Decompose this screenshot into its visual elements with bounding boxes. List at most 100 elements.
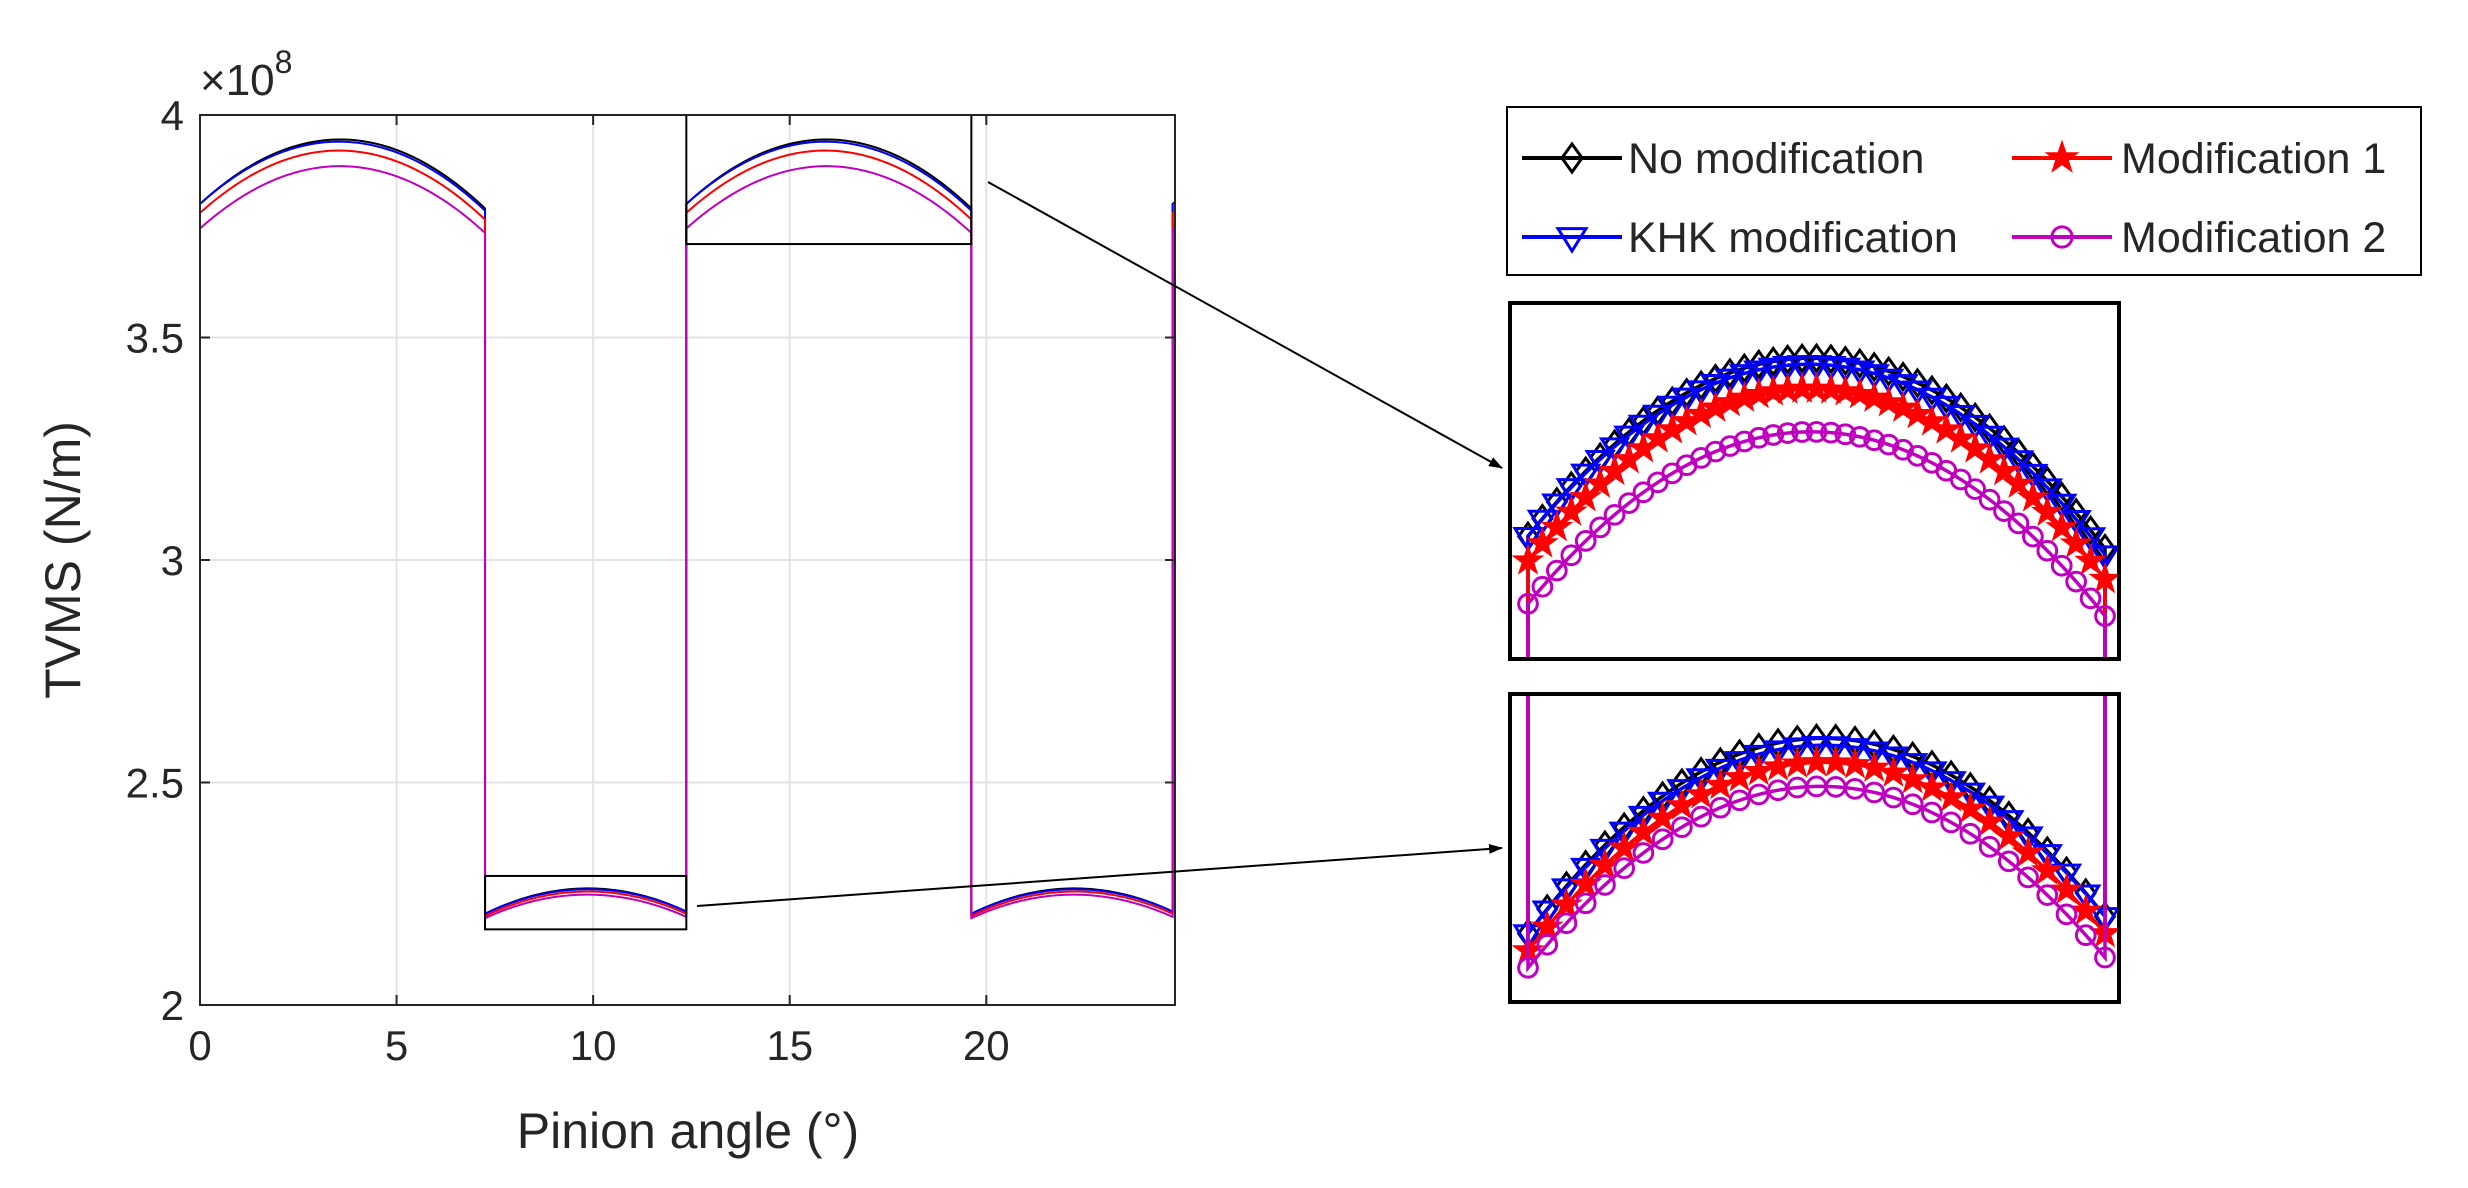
data-point-diamond: [2064, 497, 2088, 529]
data-point-circle: [1545, 559, 1568, 582]
zoom-inset-top: [1508, 301, 2121, 661]
data-point-circle: [1574, 530, 1597, 552]
data-point-circle: [2036, 539, 2059, 562]
data-point-circle: [1978, 488, 2001, 511]
data-point-triangle-down: [1723, 751, 1756, 777]
inset-top-series: [1511, 342, 2119, 659]
data-point-circle: [1733, 430, 1756, 453]
x-tick-label: 5: [385, 1022, 408, 1069]
data-point-triangle-down: [1541, 493, 1573, 519]
inset-bottom-series: [1511, 694, 2119, 979]
main-axes: 0 5 10 15 20 2 2.5 3 3.5 4 ×108 Pinion angle (°)…: [35, 44, 1176, 1159]
data-point-circle: [1632, 842, 1655, 864]
data-point-circle: [1776, 422, 1799, 444]
data-point-triangle-down: [2070, 884, 2102, 910]
data-point-triangle-down: [1858, 741, 1890, 767]
data-point-circle: [1613, 857, 1636, 880]
legend: No modification KHK modification Modificat…: [1506, 106, 2422, 276]
data-point-triangle-down: [1699, 374, 1732, 400]
inset-series-modification-1: [1511, 371, 2119, 659]
data-point-circle: [2055, 903, 2078, 926]
inset-series-modification-2: [1517, 421, 2116, 659]
legend-label: Modification 2: [2121, 214, 2386, 262]
y-tick-label: 4: [161, 92, 184, 139]
data-point-circle: [1820, 421, 1842, 444]
legend-item-khk-modification: KHK modification: [1522, 214, 1958, 262]
data-point-pentagram: [1703, 767, 1737, 800]
data-point-triangle-down: [1973, 795, 2006, 821]
data-point-triangle-down: [1988, 437, 2020, 463]
data-point-circle: [2036, 884, 2059, 906]
data-point-diamond: [1891, 361, 1915, 393]
data-point-circle: [1728, 789, 1751, 812]
data-point-circle: [1594, 874, 1616, 896]
data-point-pentagram: [1511, 543, 1545, 575]
legend-box: [1506, 106, 2422, 276]
data-point-pentagram: [1857, 380, 1891, 413]
data-point-pentagram: [1723, 760, 1757, 792]
legend-marker-triangle-down: [1555, 227, 1589, 254]
inset-bottom-frame: [1508, 692, 2121, 1004]
data-point-pentagram: [1554, 494, 1588, 526]
data-point-triangle-down: [1820, 736, 1852, 762]
data-point-circle: [2094, 946, 2116, 969]
data-point-pentagram: [1814, 372, 1848, 404]
y-tick-label: 2.5: [126, 760, 184, 807]
x-axis-label: Pinion angle (°): [517, 1103, 859, 1159]
data-point-triangle-down: [2017, 463, 2049, 489]
data-point-circle: [1978, 835, 2001, 858]
series-line-no-modification: [200, 138, 1175, 916]
legend-item-modification-1: Modification 1: [2012, 135, 2386, 183]
zoom-inset-bottom: [1508, 692, 2121, 1004]
data-point-pentagram: [1876, 755, 1910, 787]
data-point-triangle-down: [1728, 364, 1761, 390]
data-point-circle: [1719, 435, 1741, 457]
y-ticks: 2 2.5 3 3.5 4: [126, 92, 1175, 1029]
data-point-diamond: [1906, 367, 1929, 399]
data-point-circle: [1863, 429, 1886, 452]
data-point-triangle-down: [1901, 380, 1934, 406]
data-point-pentagram: [2059, 526, 2093, 558]
legend-item-no-modification: No modification: [1522, 135, 1924, 183]
y-exponent-label: ×108: [200, 44, 292, 105]
data-point-circle: [1589, 516, 1611, 539]
data-point-circle: [1805, 421, 1828, 443]
data-point-triangle-down: [1887, 374, 1919, 400]
data-point-triangle-down: [2031, 844, 2064, 870]
data-point-circle: [1834, 423, 1857, 446]
data-point-pentagram: [2011, 835, 2045, 867]
data-point-pentagram: [1540, 510, 1574, 542]
data-point-triangle-down: [1877, 746, 1910, 772]
data-point-triangle-down: [1531, 900, 1563, 926]
data-point-diamond: [1935, 382, 1958, 414]
data-point-triangle-down: [2002, 450, 2035, 476]
data-point-triangle-down: [1550, 878, 1583, 904]
inset-line: [1526, 694, 2107, 973]
data-point-triangle-down: [1526, 509, 1559, 535]
data-point-triangle-down: [1646, 791, 1679, 817]
data-point-pentagram: [1934, 780, 1968, 812]
data-point-circle: [1791, 421, 1813, 443]
data-point-triangle-down: [1872, 368, 1905, 394]
data-point-circle: [1531, 575, 1554, 598]
data-point-triangle-down: [1598, 437, 1631, 463]
data-point-triangle-down: [1685, 380, 1717, 406]
data-point-triangle-down: [1589, 838, 1621, 865]
data-point-circle: [2050, 554, 2073, 577]
inset-series-khk-modification: [1512, 355, 2119, 659]
data-point-pentagram: [1665, 788, 1699, 820]
data-point-triangle-down: [1555, 478, 1587, 504]
data-point-triangle-down: [1993, 810, 2025, 836]
data-point-pentagram: [1915, 404, 1949, 436]
legend-items: No modification KHK modification Modificat…: [1522, 135, 2386, 262]
data-point-pentagram: [1684, 777, 1718, 809]
data-point-pentagram: [1987, 454, 2021, 486]
zoom-box-bottom: [484, 874, 688, 931]
data-point-pentagram: [1915, 770, 1949, 802]
data-point-pentagram: [2045, 510, 2079, 542]
data-point-circle: [1762, 424, 1785, 446]
inset-series-modification-1: [1511, 694, 2119, 965]
legend-label: KHK modification: [1628, 214, 1958, 262]
data-point-triangle-down: [1569, 463, 1602, 489]
